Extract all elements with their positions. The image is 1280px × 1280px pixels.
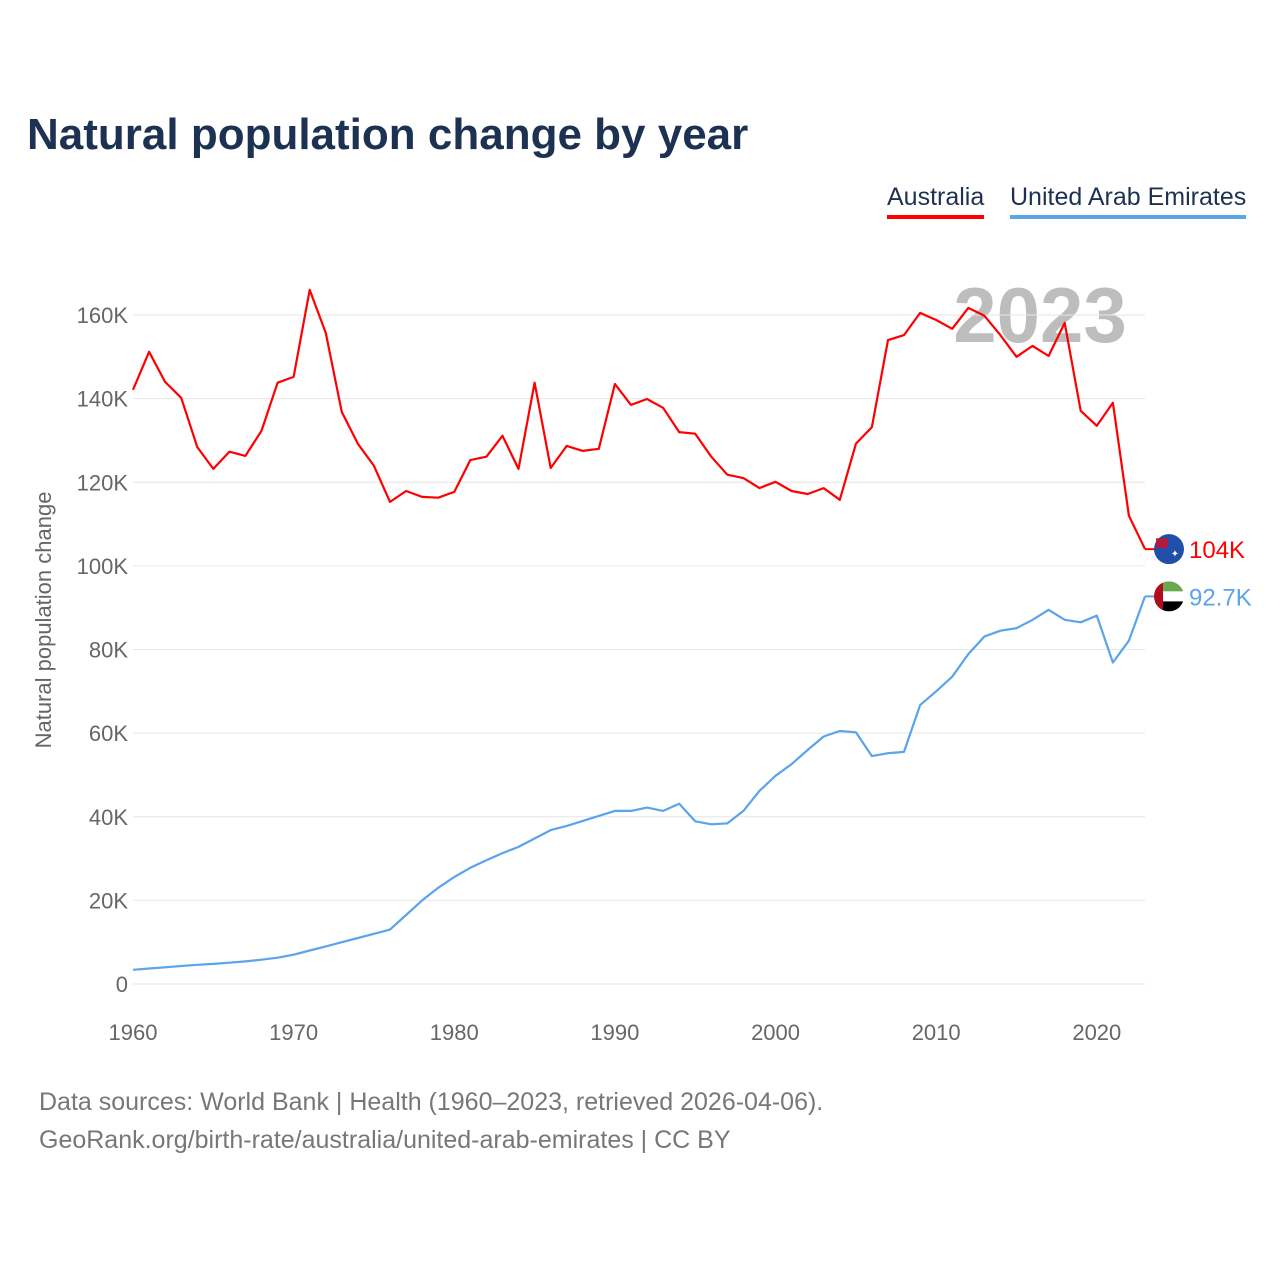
y-tick-label: 40K [89,805,128,830]
uae-flag-black [1154,601,1184,612]
end-value-label: 92.7K [1189,584,1252,611]
y-tick-label: 60K [89,721,128,746]
x-tick-label: 1980 [430,1020,479,1045]
y-tick-label: 80K [89,638,128,663]
australia-flag-union-jack [1156,538,1168,549]
x-tick-label: 2000 [751,1020,800,1045]
legend-australia[interactable]: Australia [887,183,985,219]
uae-flag-red [1154,581,1163,612]
x-tick-label: 1990 [590,1020,639,1045]
series-line-australia [131,288,1146,550]
australia-flag-stars: ✦ [1171,549,1179,560]
source-link[interactable]: GeoRank.org/birth-rate/australia/united-… [39,1126,731,1154]
end-value-label: 104K [1189,537,1245,564]
y-axis-title: Natural population change [31,492,56,749]
x-tick-label: 1970 [269,1020,318,1045]
y-tick-label: 100K [77,554,129,579]
legend-united-arab-emirates[interactable]: United Arab Emirates [1010,183,1247,219]
y-tick-label: 120K [77,470,129,495]
data-source-note: Data sources: World Bank | Health (1960–… [39,1088,824,1116]
x-tick-label: 2020 [1072,1020,1121,1045]
x-tick-label: 1960 [109,1020,158,1045]
series-line-uae [132,596,1147,971]
x-tick-label: 2010 [912,1020,961,1045]
y-tick-label: 20K [89,888,128,913]
uae-flag-icon [1154,581,1184,592]
y-tick-label: 160K [77,303,129,328]
y-tick-label: 140K [77,387,129,412]
uae-flag-white [1154,591,1184,602]
chart-title: Natural population change by year [27,110,749,159]
y-tick-label: 0 [116,972,128,997]
